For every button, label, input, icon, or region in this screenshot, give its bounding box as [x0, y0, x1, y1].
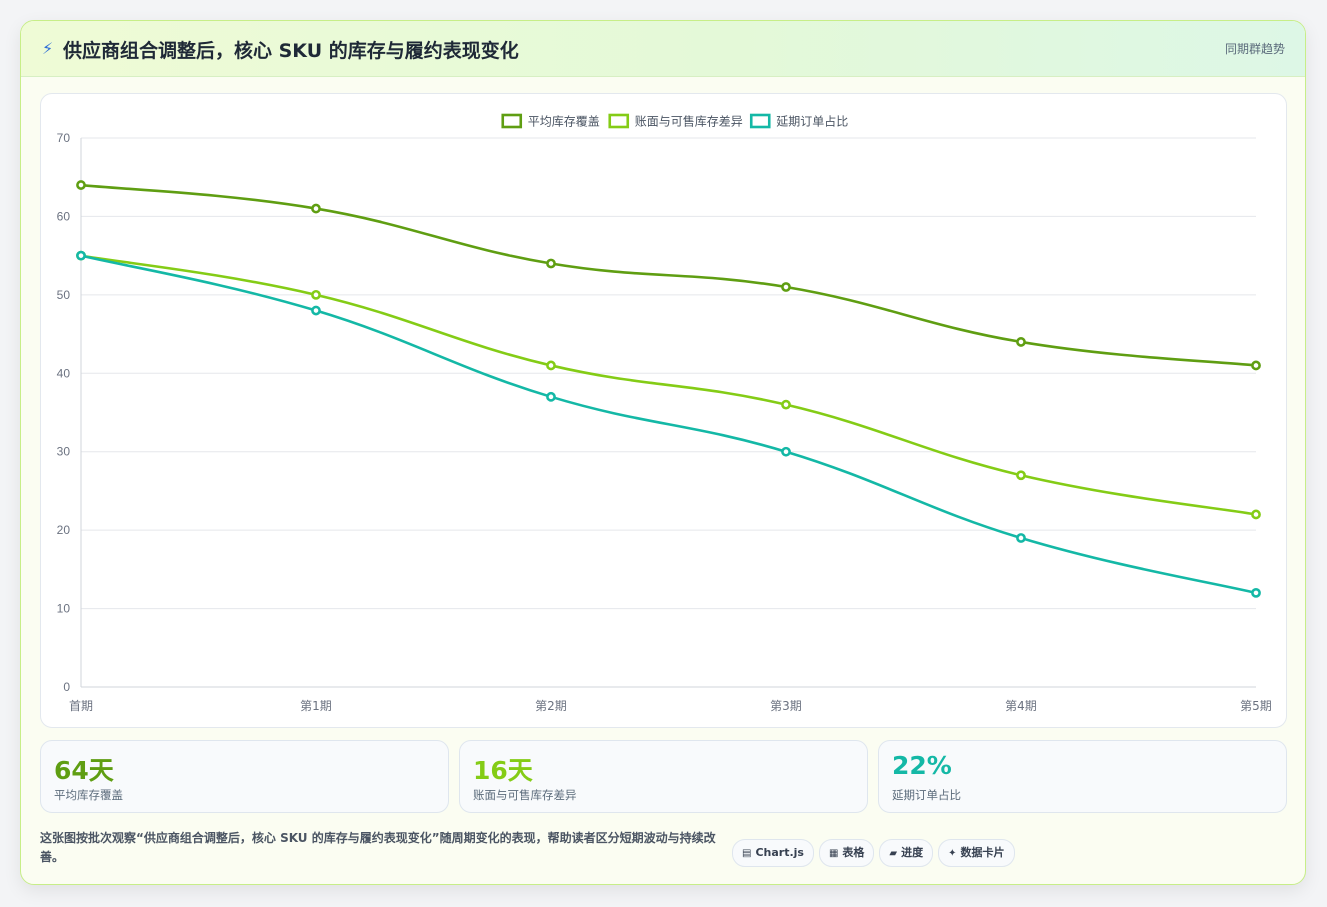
x-tick-label: 第2期	[535, 699, 567, 713]
y-tick-label: 20	[57, 523, 71, 537]
data-point	[781, 399, 791, 410]
data-point	[311, 203, 321, 214]
series-line-1	[80, 183, 1257, 367]
y-tick-label: 30	[57, 445, 71, 459]
y-tick-label: 60	[57, 209, 71, 223]
legend-label: 延期订单占比	[776, 114, 848, 129]
chart-icon: ▤	[742, 848, 752, 859]
stat-value: 64天	[54, 756, 114, 785]
x-tick-label: 第3期	[770, 699, 802, 713]
stat-value: 16天	[473, 756, 533, 785]
stat-card-inventory-gap: 16天 账面与可售库存差异	[459, 740, 868, 813]
data-point	[76, 250, 86, 261]
card-header: ⚡ 供应商组合调整后，核心 SKU 的库存与履约表现变化 同期群趋势	[21, 21, 1305, 77]
bolt-icon: ⚡	[42, 39, 54, 58]
data-point	[311, 289, 321, 300]
legend-swatch	[501, 113, 523, 129]
data-point	[1251, 509, 1261, 520]
y-tick-label: 70	[57, 131, 71, 145]
data-point	[1016, 337, 1026, 347]
chip-label: 数据卡片	[960, 846, 1005, 859]
legend-swatch	[608, 113, 630, 129]
chip-chartjs[interactable]: ▤ Chart.js	[732, 839, 814, 867]
legend-label: 账面与可售库存差异	[635, 114, 743, 129]
x-tick-label: 第1期	[300, 699, 332, 713]
x-tick-label: 第5期	[1240, 699, 1272, 713]
progress-icon: ▰	[889, 848, 898, 859]
chip-label: Chart.js	[755, 846, 804, 859]
chip-data-card[interactable]: ✦ 数据卡片	[938, 839, 1015, 867]
stat-card-backorder-rate: 22% 延期订单占比	[878, 740, 1287, 813]
data-point	[781, 446, 791, 457]
stat-label: 平均库存覆盖	[54, 788, 123, 802]
y-tick-label: 50	[57, 288, 71, 302]
data-point	[546, 258, 556, 269]
stat-label: 账面与可售库存差异	[473, 788, 577, 802]
data-point	[781, 282, 791, 292]
table-icon: ▦	[828, 848, 839, 859]
chip-progress[interactable]: ▰ 进度	[879, 839, 934, 867]
data-point	[1016, 470, 1026, 481]
y-tick-label: 0	[63, 680, 70, 694]
data-point	[546, 360, 556, 371]
data-point	[76, 180, 86, 190]
data-point	[311, 305, 321, 316]
data-point	[1251, 360, 1261, 371]
trend-card: ⚡ 供应商组合调整后，核心 SKU 的库存与履约表现变化 同期群趋势 0 10 20…	[20, 20, 1306, 885]
card-title: 供应商组合调整后，核心 SKU 的库存与履约表现变化	[63, 40, 519, 62]
series-line-2	[80, 254, 1257, 516]
tag-chips: ▤ Chart.js ▦ 表格 ▰ 进度 ✦ 数据卡片	[732, 839, 1020, 867]
data-point	[546, 391, 556, 402]
x-tick-label: 首期	[69, 699, 93, 713]
data-point	[1251, 587, 1261, 598]
chart-description: 这张图按批次观察“供应商组合调整后，核心 SKU 的库存与履约表现变化”随周期变…	[40, 831, 716, 864]
line-chart: 0 10 20 30 40 50 60 70 首期 第1期 第2期 第3期 第4期 第5期 平均库存覆盖 账面…	[57, 113, 1272, 714]
x-tick-label: 第4期	[1005, 699, 1037, 713]
chart-panel: 0 10 20 30 40 50 60 70 首期 第1期 第2期 第3期 第4期 第5期 平均库存覆盖 账面…	[40, 93, 1287, 728]
series-line-3	[80, 254, 1257, 595]
chip-label: 表格	[842, 846, 865, 859]
stat-label: 延期订单占比	[892, 788, 961, 802]
y-tick-label: 10	[57, 602, 71, 616]
cohort-badge: 同期群趋势	[1224, 42, 1285, 56]
stat-card-inventory-coverage: 64天 平均库存覆盖	[40, 740, 449, 813]
stat-value: 22%	[892, 751, 952, 780]
card-icon: ✦	[948, 848, 957, 859]
chip-table[interactable]: ▦ 表格	[818, 839, 875, 867]
legend-swatch	[749, 113, 771, 129]
data-point	[1016, 533, 1026, 543]
y-tick-label: 40	[57, 366, 71, 380]
chip-label: 进度	[901, 846, 924, 859]
legend-label: 平均库存覆盖	[528, 114, 600, 129]
